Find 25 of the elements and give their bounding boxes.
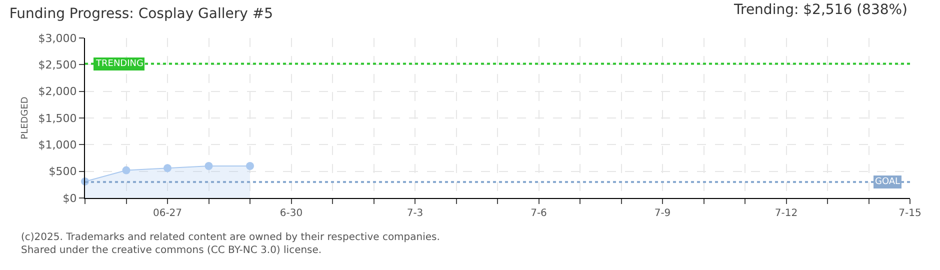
y-tick-label: $2,000: [38, 85, 77, 98]
x-tick-label: 7-15: [898, 208, 922, 219]
point: [246, 162, 254, 170]
text: (c)2025. Trademarks and related content are owned by their respective companies.: [21, 232, 440, 243]
ref-line-label: GOAL: [875, 177, 900, 187]
y-tick-label: $0: [62, 192, 77, 205]
x-tick-label: 7-9: [654, 208, 671, 219]
x-tick-label: 7-6: [530, 208, 547, 219]
x-tick-label: 6-30: [280, 208, 303, 219]
point: [164, 164, 172, 172]
x-tick-label: 7-12: [774, 208, 798, 219]
x-tick-label: 7-3: [406, 208, 424, 219]
y-tick-label: $3,000: [38, 32, 77, 45]
y-tick-label: $1,000: [38, 138, 77, 152]
y-tick-label: $2,500: [38, 58, 77, 72]
point: [204, 162, 213, 170]
y-axis-title: PLEDGED: [20, 96, 31, 140]
text: Shared under the creative commons (CC BY-NC 3.0) license.: [21, 245, 322, 256]
x-tick-label: 06-27: [152, 208, 182, 219]
y-tick-label: $500: [48, 165, 77, 178]
chart-title: Funding Progress: Cosplay Gallery #5: [9, 6, 274, 22]
y-tick-label: $1,500: [38, 112, 77, 125]
ref-line-label: TRENDING: [95, 59, 144, 69]
point: [122, 166, 130, 174]
chart-subtitle: Trending: $2,516 (838%): [733, 2, 908, 18]
